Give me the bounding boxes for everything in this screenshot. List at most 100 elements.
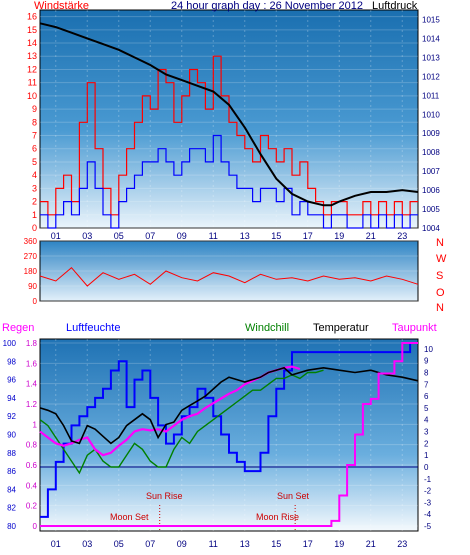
wind-title: Windstärke: [34, 0, 89, 12]
rain-y-tick-label: 0.4: [26, 481, 38, 490]
temperature-y-tick-label: -5: [424, 522, 432, 531]
direction-y-tick-label: 180: [24, 267, 38, 276]
top-x-tick-label: 17: [303, 231, 313, 241]
top-x-tick-label: 21: [366, 231, 376, 241]
temperature-y-tick-label: 2: [424, 439, 429, 448]
bottom-x-tick-label: 23: [397, 539, 407, 549]
pressure-y-tick-label: 1011: [422, 91, 440, 100]
humidity-y-tick-label: 80: [7, 522, 16, 531]
bottom-x-tick-label: 05: [114, 539, 124, 549]
pressure-y-tick-label: 1013: [422, 53, 440, 62]
wind-y-tick-label: 4: [32, 170, 37, 180]
humidity-y-tick-label: 86: [7, 467, 16, 476]
top-x-tick-label: 01: [51, 231, 61, 241]
humidity-y-tick-label: 90: [7, 431, 16, 440]
sun-rise-label: Sun Rise: [146, 491, 183, 501]
temperature-y-tick-label: -4: [424, 510, 432, 519]
wind-y-tick-label: 0: [32, 223, 37, 233]
bottom-x-tick-label: 13: [240, 539, 250, 549]
bottom-x-tick-label: 17: [303, 539, 313, 549]
wind-y-tick-label: 1: [32, 210, 37, 220]
rain-y-tick-label: 0.2: [26, 502, 38, 511]
wind-y-tick-label: 5: [32, 157, 37, 167]
humidity-y-tick-label: 84: [7, 485, 16, 494]
top-x-tick-label: 09: [177, 231, 187, 241]
temperature-y-tick-label: 10: [424, 345, 433, 354]
rain-y-tick-label: 0.8: [26, 441, 38, 450]
rain-y-tick-label: 1.8: [26, 339, 38, 348]
humidity-y-tick-label: 88: [7, 449, 16, 458]
humidity-label: Luftfeuchte: [66, 322, 120, 334]
bottom-x-tick-label: 09: [177, 539, 187, 549]
pressure-y-tick-label: 1008: [422, 148, 440, 157]
chart-title: 24 hour graph day : 26 November 2012: [171, 0, 363, 12]
temperature-y-tick-label: 1: [424, 451, 429, 460]
wind-y-tick-label: 8: [32, 117, 37, 127]
temperature-y-tick-label: 7: [424, 380, 429, 389]
sun-set-label: Sun Set: [277, 491, 310, 501]
moon-set-label: Moon Set: [110, 512, 149, 522]
compass-label: S: [436, 270, 443, 282]
temperature-y-tick-label: 4: [424, 416, 429, 425]
compass-label: N: [436, 237, 444, 249]
pressure-y-tick-label: 1004: [422, 224, 440, 233]
bottom-x-tick-label: 07: [145, 539, 155, 549]
top-x-tick-label: 03: [82, 231, 92, 241]
windchill-label: Windchill: [245, 322, 289, 334]
pressure-y-tick-label: 1014: [422, 34, 440, 43]
wind-y-tick-label: 7: [32, 131, 37, 141]
bottom-x-tick-label: 03: [82, 539, 92, 549]
dewpoint-label: Taupunkt: [392, 322, 437, 334]
top-x-tick-label: 11: [209, 231, 218, 241]
bottom-x-tick-label: 21: [366, 539, 376, 549]
rain-y-tick-label: 0.6: [26, 461, 38, 470]
rain-y-tick-label: 1: [33, 420, 38, 429]
wind-y-tick-label: 2: [32, 197, 37, 207]
temperature-y-tick-label: -1: [424, 475, 432, 484]
rain-y-tick-label: 1.2: [26, 400, 38, 409]
direction-y-tick-label: 360: [24, 237, 38, 246]
temperature-y-tick-label: 5: [424, 404, 429, 413]
humidity-y-tick-label: 92: [7, 412, 16, 421]
humidity-y-tick-label: 94: [7, 394, 16, 403]
temperature-y-tick-label: 0: [424, 463, 429, 472]
top-x-tick-label: 07: [145, 231, 155, 241]
top-x-tick-label: 13: [240, 231, 250, 241]
direction-y-tick-label: 90: [28, 282, 37, 291]
temperature-y-tick-label: 3: [424, 428, 429, 437]
wind-y-tick-label: 3: [32, 183, 37, 193]
direction-y-tick-label: 0: [33, 297, 38, 306]
wind-y-tick-label: 11: [28, 78, 37, 88]
rain-y-tick-label: 1.6: [26, 359, 38, 368]
pressure-y-tick-label: 1012: [422, 72, 440, 81]
top-x-tick-label: 05: [114, 231, 124, 241]
temperature-y-tick-label: -2: [424, 487, 432, 496]
temperature-label: Temperatur: [313, 322, 369, 334]
humidity-y-tick-label: 100: [3, 339, 17, 348]
rain-label: Regen: [2, 322, 34, 334]
pressure-y-tick-label: 1015: [422, 15, 440, 24]
compass-label: O: [436, 287, 445, 299]
wind-y-tick-label: 12: [27, 64, 37, 74]
humidity-y-tick-label: 98: [7, 357, 16, 366]
wind-y-tick-label: 10: [27, 91, 37, 101]
humidity-y-tick-label: 82: [7, 504, 16, 513]
bottom-x-tick-label: 19: [334, 539, 344, 549]
bottom-x-tick-label: 15: [271, 539, 281, 549]
bottom-x-tick-label: 01: [51, 539, 61, 549]
temperature-y-tick-label: 8: [424, 369, 429, 378]
rain-y-tick-label: 0: [33, 522, 38, 531]
wind-y-tick-label: 6: [32, 144, 37, 154]
wind-y-tick-label: 15: [27, 25, 37, 35]
bottom-x-tick-label: 11: [209, 539, 218, 549]
temperature-y-tick-label: -3: [424, 498, 432, 507]
temperature-y-tick-label: 9: [424, 357, 429, 366]
rain-y-tick-label: 1.4: [26, 380, 38, 389]
top-x-tick-label: 19: [334, 231, 344, 241]
pressure-y-tick-label: 1009: [422, 129, 440, 138]
pressure-y-tick-label: 1007: [422, 167, 440, 176]
wind-y-tick-label: 13: [27, 51, 37, 61]
pressure-title: Luftdruck: [372, 0, 418, 12]
